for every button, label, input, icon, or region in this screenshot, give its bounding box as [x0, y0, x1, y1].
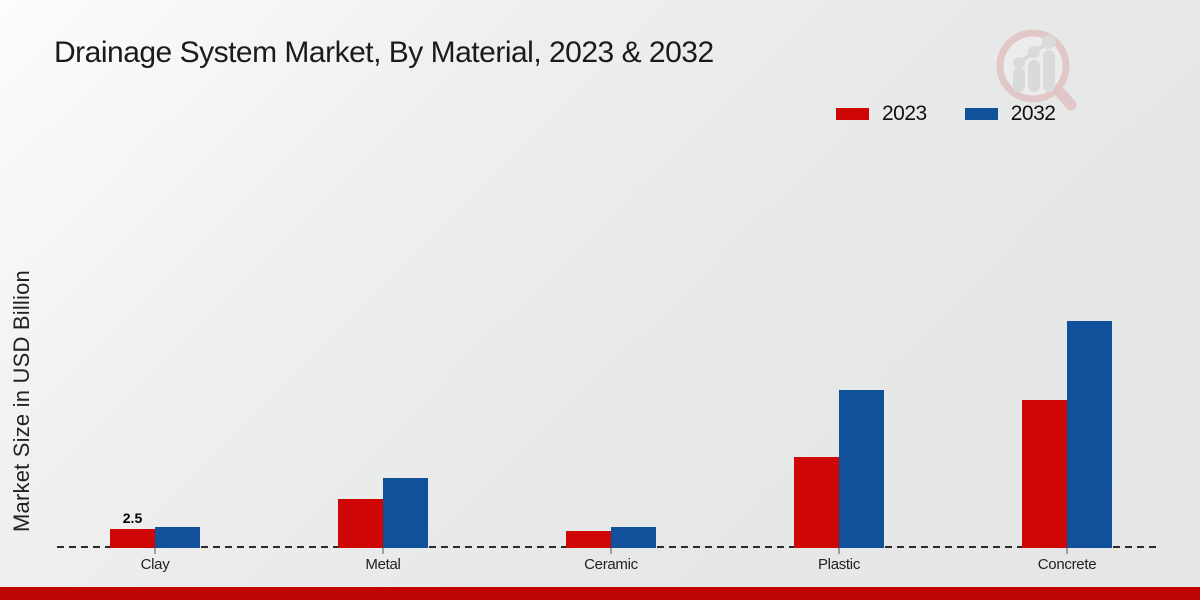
legend-label-2032: 2032	[1010, 102, 1056, 125]
bar-2032-plastic	[839, 390, 884, 548]
x-axis-tick-clay	[154, 548, 156, 554]
market-research-logo-watermark	[996, 29, 1077, 111]
bar-2032-concrete	[1067, 321, 1112, 548]
legend-swatch-2023	[836, 108, 869, 120]
bar-2032-clay	[155, 527, 200, 548]
x-axis-tick-metal	[382, 548, 384, 554]
x-axis-label-clay: Clay	[140, 556, 170, 573]
x-axis-tick-plastic	[838, 548, 840, 554]
bar-2023-concrete	[1022, 400, 1067, 548]
x-axis-label-plastic: Plastic	[817, 556, 861, 573]
bar-2023-plastic	[794, 457, 839, 548]
legend-item-2032: 2032	[964, 102, 1056, 126]
x-axis-label-concrete: Concrete	[1037, 556, 1097, 573]
bar-2032-ceramic	[611, 527, 656, 548]
legend: 2023 2032	[836, 102, 1056, 126]
bar-2023-clay	[110, 529, 155, 548]
x-axis-label-ceramic: Ceramic	[584, 556, 638, 573]
bar-2032-metal	[383, 478, 428, 548]
legend-swatch-2032	[964, 108, 998, 120]
legend-item-2023: 2023	[836, 102, 927, 126]
chart-title: Drainage System Market, By Material, 202…	[54, 36, 714, 69]
bar-2023-metal	[338, 499, 383, 548]
legend-label-2023: 2023	[882, 102, 927, 125]
data-label-2023-clay: 2.5	[122, 510, 143, 527]
x-axis-label-metal: Metal	[365, 556, 401, 573]
x-axis-tick-concrete	[1066, 548, 1068, 554]
bar-2023-ceramic	[566, 531, 611, 548]
x-axis-tick-ceramic	[610, 548, 612, 554]
footer-band	[0, 587, 1200, 600]
